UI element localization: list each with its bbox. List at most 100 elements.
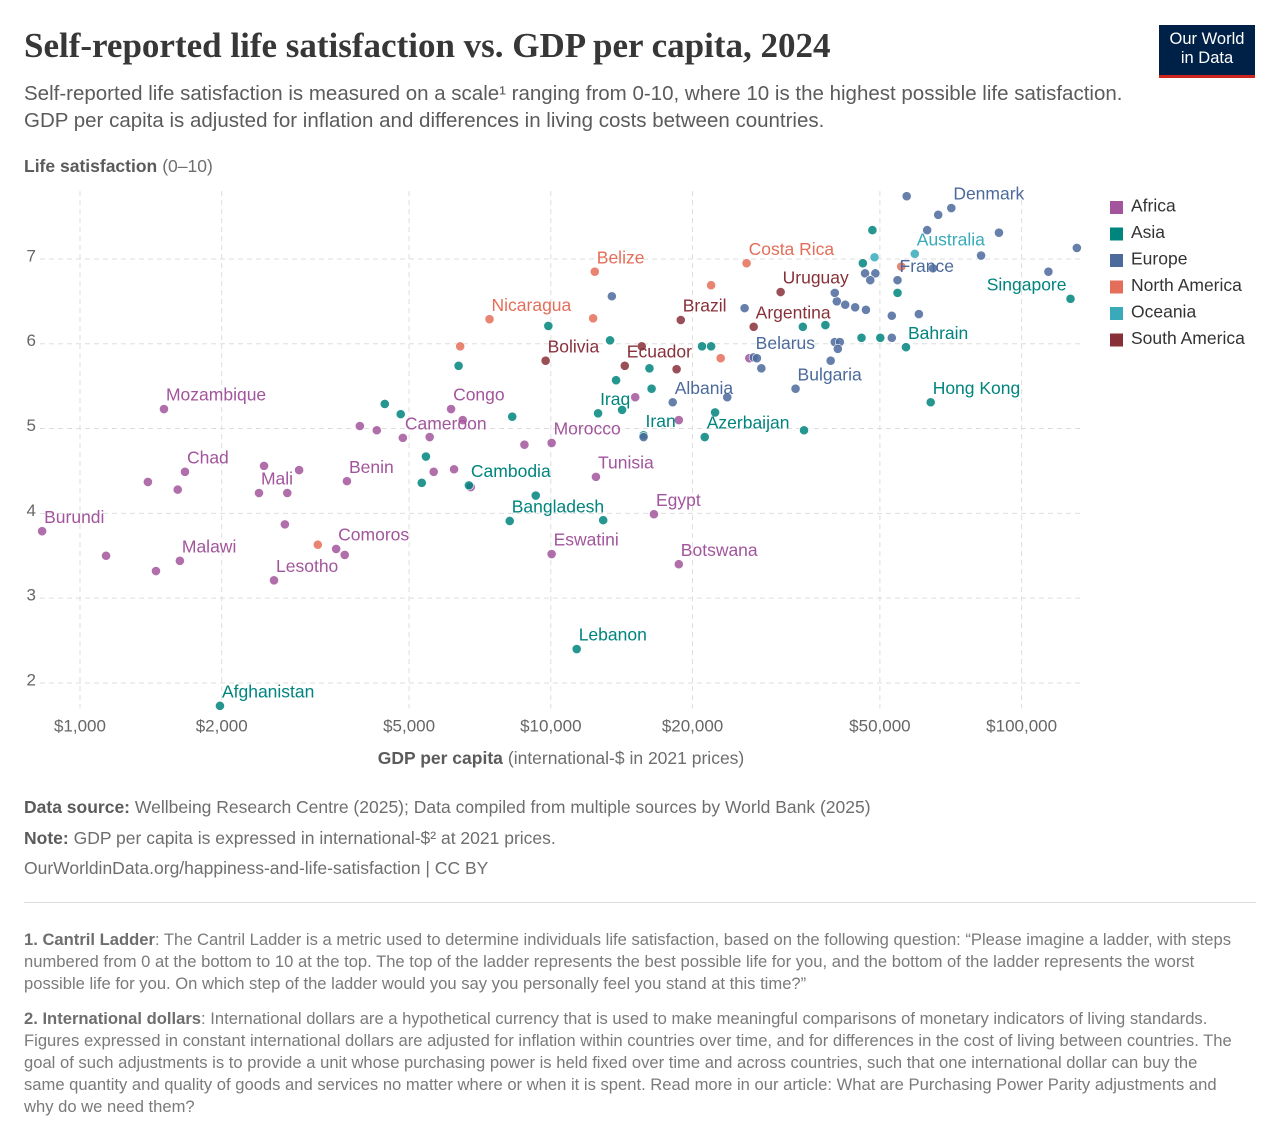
point <box>605 335 615 346</box>
point <box>619 360 630 371</box>
source-lead: Data source: <box>24 797 131 817</box>
point-label: Eswatini <box>554 530 619 550</box>
point-label: Bahrain <box>908 323 968 343</box>
point <box>909 248 920 259</box>
legend-swatch <box>1110 307 1123 320</box>
point <box>856 332 867 343</box>
point <box>455 341 466 352</box>
point <box>636 341 647 352</box>
y-axis-title-unit: (0–10) <box>162 156 213 176</box>
point <box>571 644 582 654</box>
point <box>484 314 495 325</box>
point <box>922 225 933 236</box>
point <box>457 415 468 425</box>
point <box>159 404 169 414</box>
point <box>861 304 871 315</box>
y-axis-title-main: Life satisfaction <box>24 156 157 176</box>
point <box>397 432 408 443</box>
chart-subtitle: Self-reported life satisfaction is measu… <box>24 82 1123 132</box>
point <box>593 408 603 419</box>
note-lead: Note: <box>24 828 69 848</box>
note-text: GDP per capita is expressed in internati… <box>73 828 556 848</box>
point-label: Tunisia <box>598 453 654 473</box>
point <box>886 332 897 343</box>
point <box>259 460 269 471</box>
point <box>706 341 716 352</box>
point <box>416 477 427 488</box>
point <box>865 275 876 286</box>
point-label: Brazil <box>683 296 727 316</box>
point <box>174 555 185 566</box>
point <box>649 509 659 520</box>
point-label: Iran <box>646 411 676 431</box>
point-label: Iraq <box>600 389 630 409</box>
point <box>464 480 474 491</box>
point <box>172 484 183 495</box>
point-label: Lebanon <box>579 625 647 645</box>
point <box>151 566 161 576</box>
point-label: Belize <box>597 247 645 267</box>
point <box>860 268 870 279</box>
point <box>519 439 530 450</box>
point-label: Botswana <box>681 540 758 560</box>
point <box>857 258 868 269</box>
point <box>775 287 786 297</box>
point <box>710 407 720 418</box>
point <box>671 364 682 375</box>
point <box>869 252 880 263</box>
point-label: Ecuador <box>627 341 692 361</box>
x-axis-title: GDP per capita (international-$ in 2021 p… <box>378 748 745 768</box>
footnote: 1. Cantril Ladder: The Cantril Ladder is… <box>24 929 1239 995</box>
point <box>925 397 936 408</box>
point-label: Chad <box>187 447 229 467</box>
point <box>646 383 657 394</box>
point-label: Benin <box>349 457 394 477</box>
point-label: Afghanistan <box>222 681 314 701</box>
point <box>994 227 1004 238</box>
point <box>504 516 515 526</box>
point <box>752 353 762 364</box>
x-tick-label: $5,000 <box>383 716 435 735</box>
url[interactable]: OurWorldinData.org/happiness-and-life-sa… <box>24 858 489 878</box>
legend-swatch <box>1110 333 1123 347</box>
footnote-text: : The Cantril Ladder is a metric used to… <box>24 930 1232 993</box>
point <box>589 266 600 277</box>
point <box>421 451 431 462</box>
point <box>215 700 225 711</box>
note: Note: GDP per capita is expressed in int… <box>24 828 556 849</box>
point <box>901 191 912 202</box>
point <box>339 550 350 560</box>
point <box>180 466 190 477</box>
legend-swatch <box>1110 201 1123 214</box>
point-label: Bulgaria <box>798 364 862 384</box>
legend-swatch <box>1110 254 1123 267</box>
point <box>279 519 290 530</box>
point <box>675 315 686 325</box>
logo[interactable]: Our World in Data <box>1159 25 1255 78</box>
legend-swatch <box>1110 227 1123 241</box>
point-label: Comoros <box>338 525 409 545</box>
point <box>748 321 759 332</box>
y-tick-label: 3 <box>27 586 36 605</box>
legend-label: North America <box>1131 275 1242 295</box>
point <box>591 471 601 482</box>
point <box>294 465 304 476</box>
y-tick-label: 5 <box>27 416 36 435</box>
point <box>588 313 599 324</box>
point <box>1071 243 1082 253</box>
point <box>269 575 279 586</box>
x-tick-label: $10,000 <box>520 716 581 735</box>
point-label: Singapore <box>987 274 1067 294</box>
point-label: Nicaragua <box>492 295 572 315</box>
point-label: Lesotho <box>276 556 338 576</box>
y-tick-label: 6 <box>27 331 36 350</box>
logo-text: Our World <box>1169 30 1245 48</box>
legend-label: South America <box>1131 328 1245 348</box>
chart: Life satisfaction (0–10) GDP per capita (i… <box>24 156 1245 768</box>
point <box>799 425 809 436</box>
legend-label: Asia <box>1131 222 1165 242</box>
point <box>850 302 861 313</box>
point <box>312 539 323 550</box>
point <box>739 303 750 314</box>
